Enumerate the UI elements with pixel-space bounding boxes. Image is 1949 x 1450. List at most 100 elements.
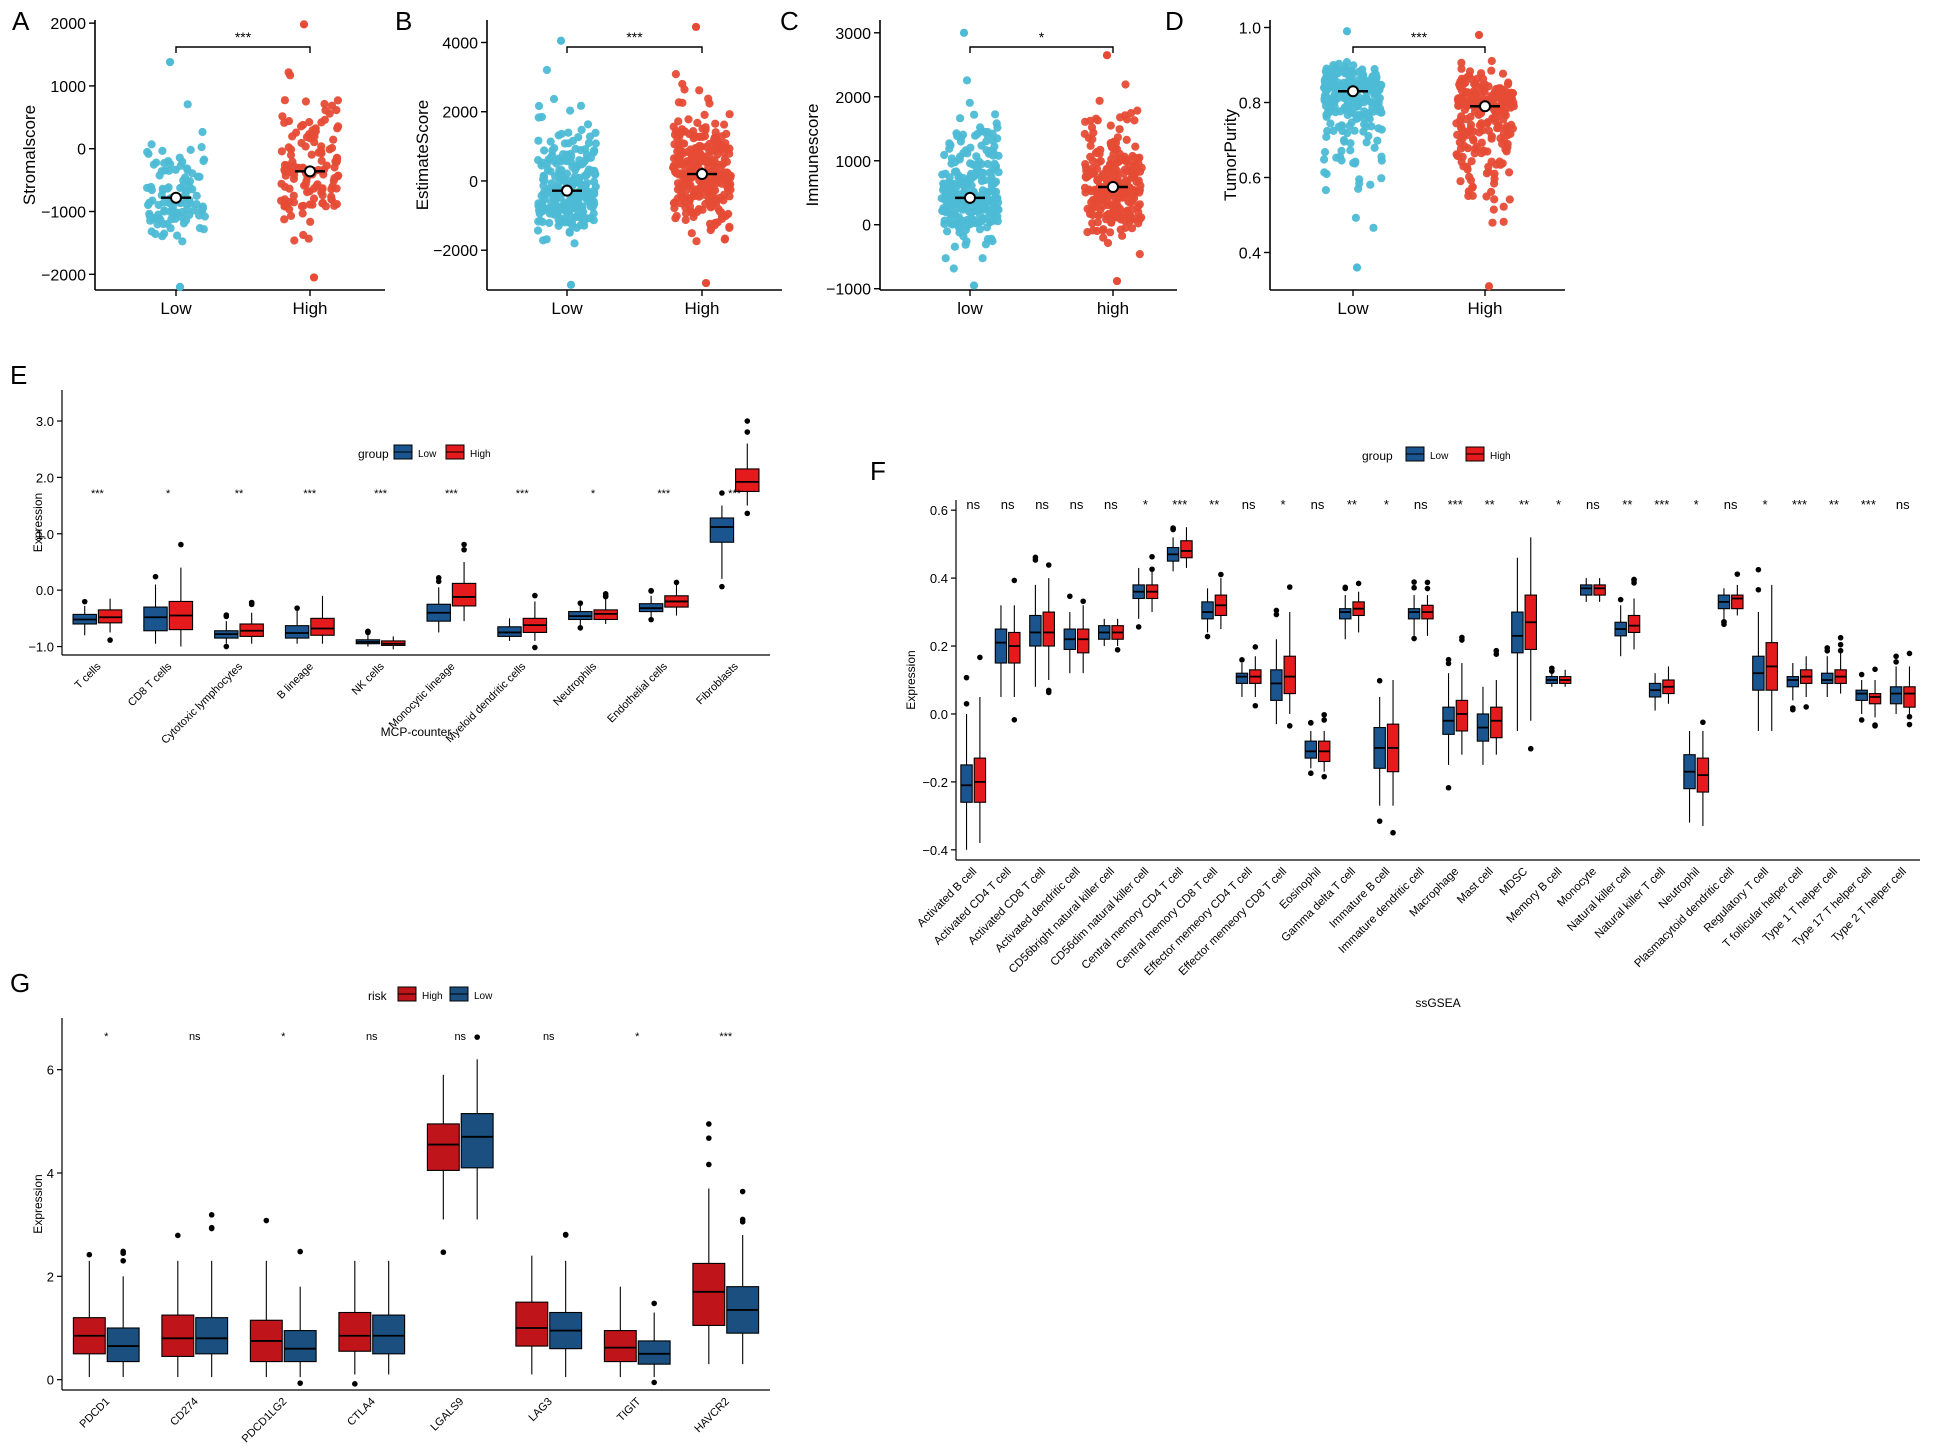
box-low [994,628,1008,664]
data-point [1453,151,1462,161]
significance-label: ns [966,497,980,512]
outlier-point [223,613,230,620]
data-point [725,223,734,232]
outlier-point [1011,717,1018,723]
outlier-point [1239,657,1245,663]
data-point [1368,107,1378,116]
data-point [945,144,954,153]
data-point [1474,30,1484,40]
outlier-point [435,575,442,581]
outlier-point [532,644,538,651]
data-point [178,237,187,246]
data-point [576,101,586,110]
data-point [1498,69,1508,78]
data-point [726,185,735,194]
data-point [317,156,326,165]
data-point [988,210,997,219]
data-point [165,57,175,67]
data-point [1352,263,1362,272]
x-tick-label: Regulatory T cell [1702,866,1771,935]
outlier-point [1411,579,1417,585]
data-point [321,106,330,115]
data-point [1487,132,1496,141]
data-point [696,149,705,159]
data-point [1463,88,1472,97]
data-point [178,207,187,217]
box-low [106,1327,140,1363]
data-point [1360,120,1369,129]
data-point [701,125,710,134]
y-tick-label: 2.0 [36,470,54,485]
x-tick-label: NK cells [350,660,387,697]
data-point [941,254,950,263]
data-point [173,231,182,240]
data-point [1086,141,1095,150]
significance-label: ns [1242,497,1256,512]
data-point [556,36,566,45]
significance-label: * [104,1031,109,1043]
outlier-point [208,1225,215,1232]
y-tick-label: 3000 [835,26,871,43]
data-point [976,127,985,136]
x-tick-label: HAVCR2 [692,1396,731,1435]
outlier-point [1011,577,1018,584]
panel-A: A Stromalscore Low High *** [12,6,385,318]
data-point [1366,180,1375,189]
data-point [1089,128,1098,137]
data-point [1472,89,1481,98]
data-point [982,137,991,146]
data-point [1457,74,1466,83]
data-point [1330,80,1339,89]
significance-label: *** [1654,497,1669,512]
box-low [1201,601,1214,620]
data-point [1349,61,1358,70]
outlier-point [651,1300,657,1307]
data-point [1349,158,1358,168]
data-point [538,207,547,216]
data-point [534,101,544,111]
significance-label: ns [1001,497,1015,512]
data-point [1499,217,1508,226]
data-point [1453,130,1462,139]
data-point [1502,147,1511,156]
data-point [1455,100,1464,109]
data-point [720,120,729,129]
data-point [309,194,319,203]
data-point [280,160,290,170]
data-point [1508,101,1517,110]
outlier-point [562,1232,569,1238]
x-tick-label: PDCD1 [78,1396,113,1431]
x-tick-label: Low [160,299,192,318]
data-point [158,184,167,193]
data-point [950,242,960,251]
data-point [583,120,593,129]
data-point [154,213,164,222]
data-point [1479,146,1488,155]
y-tick-label: 6 [47,1063,54,1078]
data-point [557,129,566,138]
data-point [1323,85,1332,94]
outlier-point [1273,607,1280,614]
outlier-point [1286,584,1293,590]
data-point [1135,188,1144,197]
data-point [1377,152,1386,161]
data-point [986,186,996,195]
significance-label: ns [189,1031,201,1043]
box-high [1903,686,1916,708]
data-point [1088,210,1097,220]
data-point [1080,183,1090,192]
x-tick-label: Activated B cell [915,866,979,930]
data-point [672,211,681,221]
data-point [1095,196,1105,205]
outlier-point [739,1216,746,1223]
data-point [989,179,998,188]
data-point [1362,138,1371,147]
x-tick-label: PDCD1LG2 [240,1396,290,1446]
data-point [186,145,195,154]
box-high [426,1123,460,1171]
box-low [1821,672,1834,684]
significance-label: * [281,1031,286,1043]
y-tick-label: 1.0 [1239,21,1261,38]
outlier-point [1803,704,1809,710]
data-point [943,227,952,236]
